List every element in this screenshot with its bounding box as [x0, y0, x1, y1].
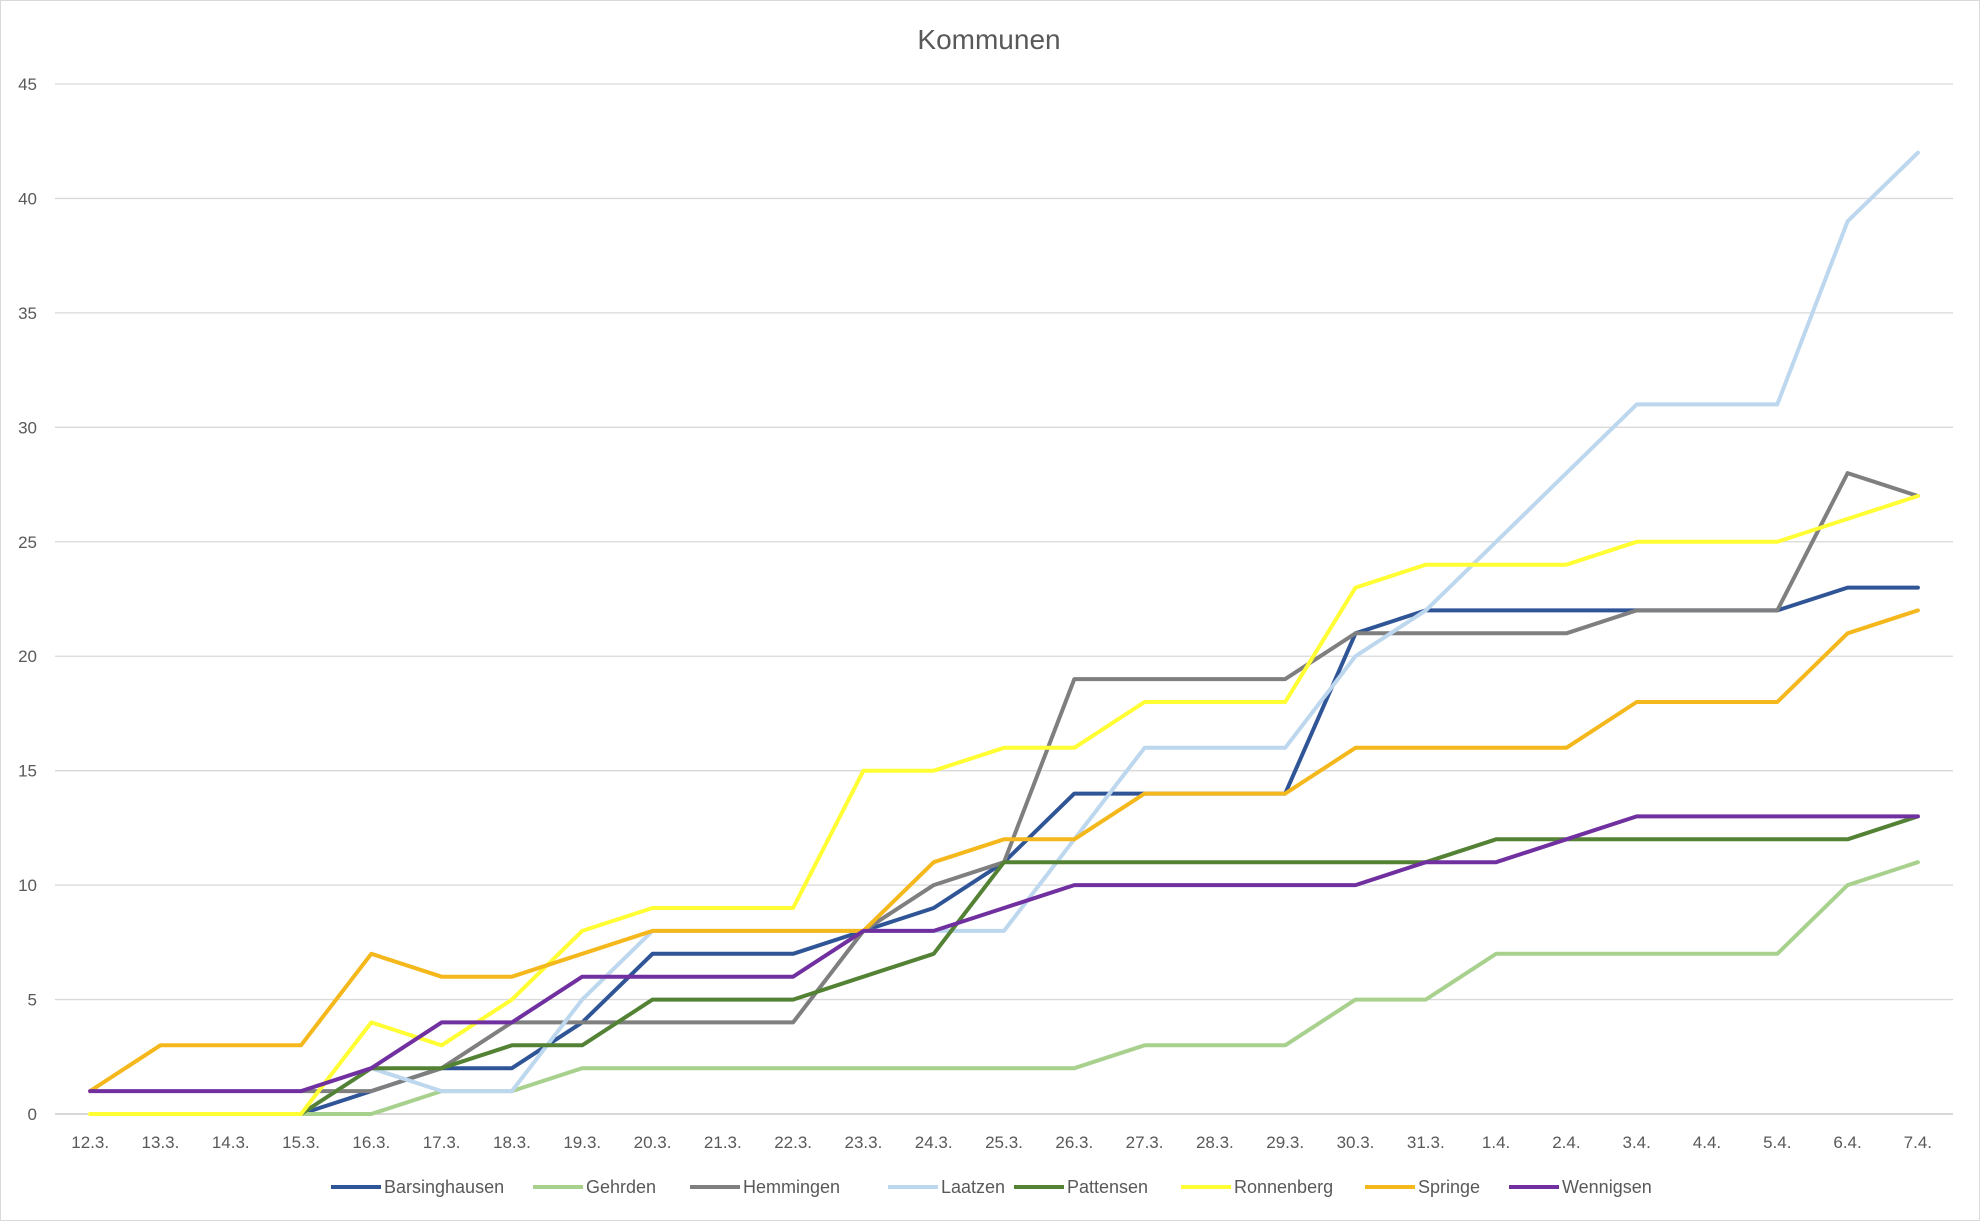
x-tick-label: 18.3.	[493, 1133, 531, 1152]
y-axis-labels: 0 5 10 15 20 25 30 35 40 45	[18, 75, 37, 1124]
x-tick-label: 26.3.	[1055, 1133, 1093, 1152]
legend-label: Ronnenberg	[1234, 1177, 1333, 1197]
x-tick-label: 21.3.	[704, 1133, 742, 1152]
x-tick-label: 1.4.	[1482, 1133, 1510, 1152]
legend: Barsinghausen Gehrden Hemmingen Laatzen Patt…	[331, 1177, 1652, 1197]
x-tick-label: 6.4.	[1833, 1133, 1861, 1152]
y-tick-label: 0	[28, 1105, 37, 1124]
series-line-springe	[88, 608, 1920, 1094]
x-tick-label: 19.3.	[563, 1133, 601, 1152]
x-tick-label: 28.3.	[1196, 1133, 1234, 1152]
series-lines	[88, 150, 1920, 1116]
x-tick-label: 3.4.	[1622, 1133, 1650, 1152]
y-tick-label: 15	[18, 762, 37, 781]
x-tick-label: 25.3.	[985, 1133, 1023, 1152]
chart-title: Kommunen	[917, 24, 1060, 55]
y-tick-label: 10	[18, 876, 37, 895]
x-tick-label: 31.3.	[1407, 1133, 1445, 1152]
legend-label: Laatzen	[941, 1177, 1005, 1197]
series-line-pattensen	[299, 814, 1920, 1116]
x-tick-label: 15.3.	[282, 1133, 320, 1152]
x-tick-label: 24.3.	[915, 1133, 953, 1152]
x-tick-label: 17.3.	[423, 1133, 461, 1152]
x-axis-labels: 12.3. 13.3. 14.3. 15.3. 16.3. 17.3. 18.3. 19.3.…	[71, 1133, 1932, 1152]
x-tick-label: 16.3.	[352, 1133, 390, 1152]
gridlines	[55, 83, 1953, 1115]
x-tick-label: 30.3.	[1337, 1133, 1375, 1152]
x-tick-label: 13.3.	[142, 1133, 180, 1152]
x-tick-label: 4.4.	[1693, 1133, 1721, 1152]
x-tick-label: 23.3.	[845, 1133, 883, 1152]
legend-label: Pattensen	[1067, 1177, 1148, 1197]
x-tick-label: 20.3.	[634, 1133, 672, 1152]
y-tick-label: 35	[18, 304, 37, 323]
y-tick-label: 45	[18, 75, 37, 94]
x-tick-label: 14.3.	[212, 1133, 250, 1152]
y-tick-label: 30	[18, 418, 37, 437]
x-tick-label: 27.3.	[1126, 1133, 1164, 1152]
series-line-barsinghausen	[299, 585, 1920, 1116]
x-tick-label: 12.3.	[71, 1133, 109, 1152]
series-line-wennigsen	[88, 814, 1920, 1094]
y-tick-label: 5	[28, 991, 37, 1010]
legend-label: Springe	[1418, 1177, 1480, 1197]
y-tick-label: 40	[18, 189, 37, 208]
legend-label: Hemmingen	[743, 1177, 840, 1197]
x-tick-label: 29.3.	[1266, 1133, 1304, 1152]
series-line-gehrden	[299, 860, 1920, 1116]
series-line-ronnenberg	[88, 494, 1920, 1116]
x-tick-label: 7.4.	[1904, 1133, 1932, 1152]
legend-label: Barsinghausen	[384, 1177, 504, 1197]
x-tick-label: 5.4.	[1763, 1133, 1791, 1152]
x-tick-label: 2.4.	[1552, 1133, 1580, 1152]
x-tick-label: 22.3.	[774, 1133, 812, 1152]
legend-label: Gehrden	[586, 1177, 656, 1197]
series-line-laatzen	[299, 150, 1920, 1116]
y-tick-label: 25	[18, 533, 37, 552]
series-line-hemmingen	[299, 471, 1920, 1094]
y-tick-label: 20	[18, 647, 37, 666]
legend-label: Wennigsen	[1562, 1177, 1652, 1197]
